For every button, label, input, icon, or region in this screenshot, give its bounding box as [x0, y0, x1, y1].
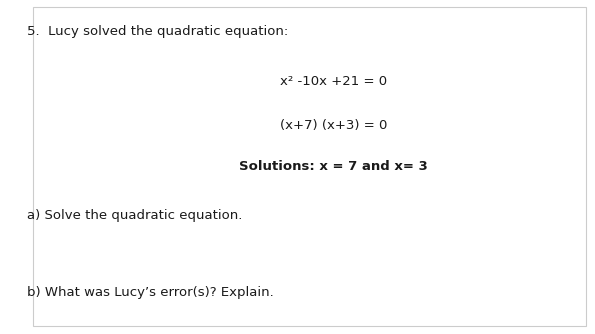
- FancyBboxPatch shape: [33, 7, 586, 326]
- Text: a) Solve the quadratic equation.: a) Solve the quadratic equation.: [27, 209, 242, 222]
- Text: (x+7) (x+3) = 0: (x+7) (x+3) = 0: [280, 119, 387, 132]
- Text: x² -10x +21 = 0: x² -10x +21 = 0: [280, 75, 387, 88]
- Text: Solutions: x = 7 and x= 3: Solutions: x = 7 and x= 3: [239, 160, 428, 173]
- Text: 5.  Lucy solved the quadratic equation:: 5. Lucy solved the quadratic equation:: [27, 25, 288, 38]
- Text: b) What was Lucy’s error(s)? Explain.: b) What was Lucy’s error(s)? Explain.: [27, 286, 274, 299]
